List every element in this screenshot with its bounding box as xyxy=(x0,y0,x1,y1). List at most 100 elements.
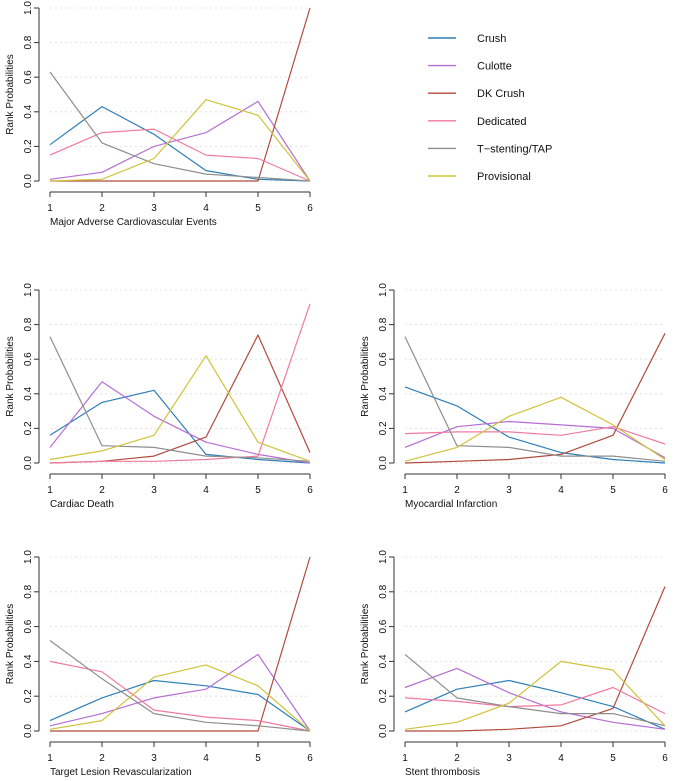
y-tick-label: 1.0 xyxy=(23,283,34,297)
y-tick-label: 0.2 xyxy=(378,689,389,703)
x-tick-label: 4 xyxy=(558,485,564,496)
x-tick-label: 1 xyxy=(47,203,53,214)
series-line-t-stenting-tap xyxy=(404,653,666,727)
series-line-culotte xyxy=(404,667,666,730)
y-tick-label: 1.0 xyxy=(378,283,389,297)
x-tick-label: 5 xyxy=(610,753,616,764)
y-tick-label: 1.0 xyxy=(23,550,34,564)
y-tick-label: 0.8 xyxy=(378,584,389,598)
y-tick-label: 0.4 xyxy=(378,386,389,400)
y-tick-label: 0.0 xyxy=(378,456,389,470)
series-line-dk-crush xyxy=(50,7,311,182)
series-line-provisional xyxy=(49,99,311,182)
y-axis-title: Rank Probabilities xyxy=(360,604,371,685)
y-tick-label: 0.0 xyxy=(23,174,34,188)
series-line-crush xyxy=(404,679,666,730)
x-tick-label: 3 xyxy=(506,753,512,764)
legend-label-dk-crush: DK Crush xyxy=(477,88,525,100)
x-tick-label: 6 xyxy=(307,485,313,496)
panel-target-lesion-revascularization: 0.0 0.2 0.4 0.6 0.8 1.0 Rank Probabilities 1 2 3 4… xyxy=(5,550,313,778)
series-line-dedicated xyxy=(49,660,311,732)
legend-label-t-stenting-tap: T−stenting/TAP xyxy=(477,143,552,155)
panel-cardiac-death: 0.0 0.2 0.4 0.6 0.8 1.0 Rank Probabilities 1 2 3 4… xyxy=(5,283,313,510)
y-tick-label: 0.8 xyxy=(23,317,34,331)
y-tick-label: 0.8 xyxy=(23,584,34,598)
y-tick-label: 0.2 xyxy=(23,689,34,703)
y-axis-title: Rank Probabilities xyxy=(5,54,16,135)
y-tick-label: 0.6 xyxy=(23,619,34,633)
series-line-crush xyxy=(49,389,311,464)
series-line-provisional xyxy=(404,660,666,730)
y-axis-title: Rank Probabilities xyxy=(5,336,16,417)
series-line-dk-crush xyxy=(405,586,666,732)
y-tick-label: 0.2 xyxy=(23,139,34,153)
series-line-culotte xyxy=(404,420,666,459)
x-tick-label: 2 xyxy=(454,485,460,496)
y-tick-label: 0.6 xyxy=(23,70,34,84)
x-tick-label: 4 xyxy=(558,753,564,764)
series-line-dedicated xyxy=(49,128,311,182)
y-tick-label: 0.8 xyxy=(23,35,34,49)
x-tick-label: 3 xyxy=(151,753,157,764)
x-tick-label: 2 xyxy=(99,485,105,496)
series-line-culotte xyxy=(49,381,311,464)
x-tick-label: 1 xyxy=(402,485,408,496)
series-line-provisional xyxy=(404,396,666,462)
x-tick-label: 6 xyxy=(307,203,313,214)
x-tick-label: 5 xyxy=(610,485,616,496)
y-axis-title: Rank Probabilities xyxy=(360,336,371,417)
series-line-provisional xyxy=(49,664,311,732)
x-tick-label: 4 xyxy=(203,753,209,764)
y-tick-label: 1.0 xyxy=(23,1,34,15)
y-tick-label: 1.0 xyxy=(378,550,389,564)
y-tick-label: 0.6 xyxy=(23,352,34,366)
y-tick-label: 0.2 xyxy=(378,421,389,435)
y-tick-label: 0.4 xyxy=(23,654,34,668)
y-tick-label: 0.6 xyxy=(378,619,389,633)
x-tick-label: 5 xyxy=(255,203,261,214)
y-tick-label: 0.4 xyxy=(378,654,389,668)
x-tick-label: 2 xyxy=(99,753,105,764)
series-line-dedicated xyxy=(49,303,311,464)
y-tick-label: 0.4 xyxy=(23,104,34,118)
series-line-culotte xyxy=(49,653,311,732)
legend: Crush Culotte DK Crush Dedicated T−stenting/… xyxy=(428,33,552,183)
x-tick-label: 1 xyxy=(47,753,53,764)
series-line-culotte xyxy=(49,100,311,182)
x-tick-label: 6 xyxy=(662,485,668,496)
y-tick-label: 0.0 xyxy=(378,724,389,738)
series-line-dk-crush xyxy=(50,556,311,732)
legend-label-culotte: Culotte xyxy=(477,61,512,73)
y-axis-title: Rank Probabilities xyxy=(5,604,16,685)
x-tick-label: 5 xyxy=(255,485,261,496)
x-tick-label: 3 xyxy=(506,485,512,496)
series-line-t-stenting-tap xyxy=(49,336,311,462)
panel-stent-thrombosis: 0.0 0.2 0.4 0.6 0.8 1.0 Rank Probabilities 1 2 3 4… xyxy=(360,550,668,778)
x-axis-title: Target Lesion Revascularization xyxy=(50,767,192,778)
series-line-t-stenting-tap xyxy=(404,336,666,462)
series-line-t-stenting-tap xyxy=(49,640,311,732)
x-tick-label: 4 xyxy=(203,203,209,214)
legend-label-dedicated: Dedicated xyxy=(477,116,527,128)
series-line-dedicated xyxy=(404,426,666,445)
legend-label-provisional: Provisional xyxy=(477,171,531,183)
x-tick-label: 2 xyxy=(99,203,105,214)
x-axis-title: Cardiac Death xyxy=(50,499,114,510)
series-line-dk-crush xyxy=(404,333,666,464)
series-line-dedicated xyxy=(404,686,666,715)
x-tick-label: 3 xyxy=(151,203,157,214)
legend-label-crush: Crush xyxy=(477,33,506,45)
y-tick-label: 0.2 xyxy=(23,421,34,435)
panel-major-adverse-cardiovascular-events: 0.0 0.2 0.4 0.6 0.8 1.0 Rank Probabilities 1 2 3 4… xyxy=(5,1,313,228)
panel-myocardial-infarction: 0.0 0.2 0.4 0.6 0.8 1.0 Rank Probabilities 1 2 3 4… xyxy=(360,283,668,510)
y-tick-label: 0.6 xyxy=(378,352,389,366)
series-line-t-stenting-tap xyxy=(49,71,311,182)
y-tick-label: 0.0 xyxy=(23,456,34,470)
x-tick-label: 6 xyxy=(307,753,313,764)
series-line-crush xyxy=(404,386,666,464)
x-axis-title: Myocardial Infarction xyxy=(405,499,497,510)
y-tick-label: 0.0 xyxy=(23,724,34,738)
x-tick-label: 3 xyxy=(151,485,157,496)
x-tick-label: 5 xyxy=(255,753,261,764)
